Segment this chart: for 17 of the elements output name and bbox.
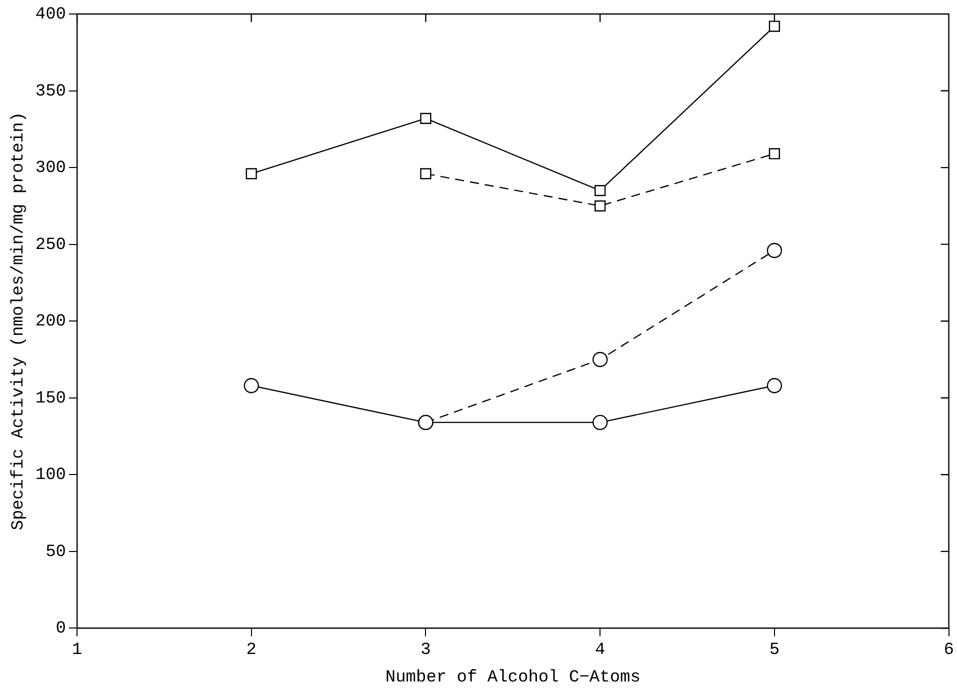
x-tick-label: 1 <box>72 640 82 660</box>
y-tick-label: 100 <box>35 466 66 486</box>
y-tick-label: 50 <box>46 542 66 562</box>
y-tick-label: 300 <box>35 159 66 178</box>
y-tick-label: 0 <box>56 620 66 639</box>
x-tick-label: 6 <box>944 640 954 660</box>
x-tick-label: 5 <box>769 640 780 660</box>
x-tick-label: 2 <box>246 640 256 660</box>
x-axis-title: Number of Alcohol C−Atoms <box>385 668 640 688</box>
y-tick-label: 250 <box>35 236 66 255</box>
x-tick-label: 3 <box>420 640 431 660</box>
y-tick-label: 400 <box>35 6 66 24</box>
y-tick-label: 150 <box>35 389 66 408</box>
y-tick-label: 200 <box>35 312 66 332</box>
x-tick-label: 4 <box>594 640 606 660</box>
y-axis-title: Specific Activity (nmoles/min/mg protein) <box>10 112 29 530</box>
y-tick-label: 350 <box>35 82 66 102</box>
